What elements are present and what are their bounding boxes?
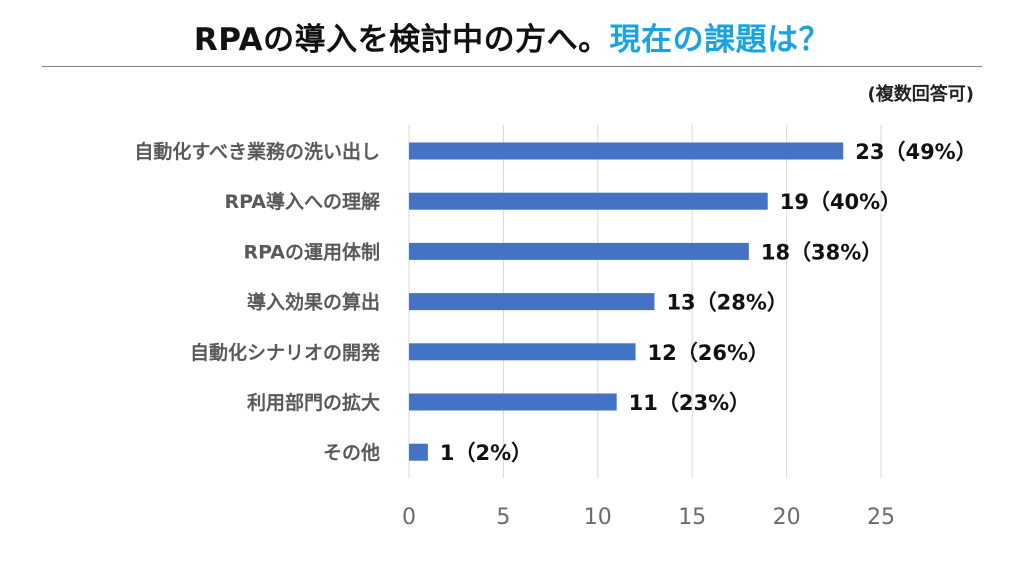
x-tick-label: 20 xyxy=(773,505,801,530)
bar xyxy=(409,343,636,361)
bar xyxy=(409,242,749,260)
bar xyxy=(409,142,844,160)
page-title-main: RPAの導入を検討中の方へ。 xyxy=(193,22,610,58)
x-tick-label: 5 xyxy=(496,505,510,530)
category-label: 導入効果の算出 xyxy=(247,291,380,314)
bar xyxy=(409,192,768,210)
category-label: RPAの運用体制 xyxy=(243,240,380,263)
x-tick-label: 10 xyxy=(584,505,612,530)
data-label: 1（2%） xyxy=(440,441,532,465)
x-tick-label: 0 xyxy=(402,505,416,530)
bar xyxy=(409,393,617,411)
category-label: 自動化シナリオの開発 xyxy=(190,341,381,364)
bar xyxy=(409,443,428,461)
data-label: 11（23%） xyxy=(629,391,751,415)
data-label: 13（28%） xyxy=(666,291,788,315)
data-label: 18（38%） xyxy=(761,240,883,264)
data-label: 23（49%） xyxy=(855,140,977,164)
page-title: RPAの導入を検討中の方へ。現在の課題は？ xyxy=(0,14,1024,59)
x-tick-label: 25 xyxy=(867,505,895,530)
bar xyxy=(409,293,655,311)
category-label: 自動化すべき業務の洗い出し xyxy=(134,140,380,163)
x-tick-label: 15 xyxy=(678,505,706,530)
category-label: その他 xyxy=(323,441,380,464)
category-label: 利用部門の拡大 xyxy=(247,391,380,414)
page-title-accent: 現在の課題は？ xyxy=(609,22,831,58)
title-divider xyxy=(42,66,982,67)
data-label: 12（26%） xyxy=(648,341,770,365)
multiple-answers-note: (複数回答可) xyxy=(867,84,974,105)
data-label: 19（40%） xyxy=(780,190,902,214)
category-label: RPA導入への理解 xyxy=(224,190,380,213)
